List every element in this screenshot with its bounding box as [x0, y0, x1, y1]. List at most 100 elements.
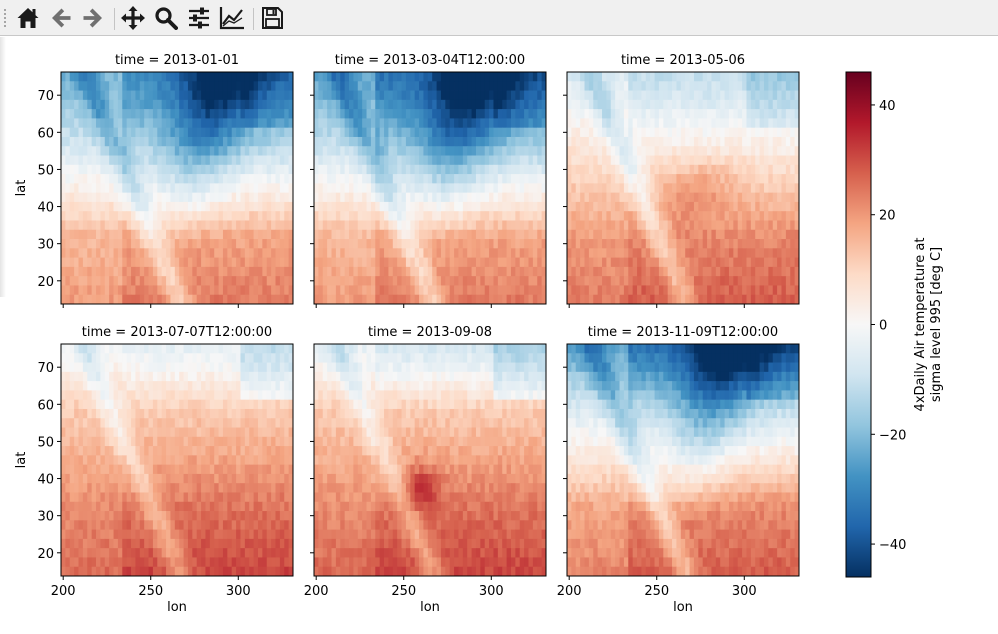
heatmap-cell: [100, 473, 106, 484]
heatmap-cell: [742, 164, 747, 175]
heatmap-cell: [715, 276, 721, 286]
heatmap-cell: [157, 183, 163, 194]
heatmap-cell: [214, 164, 219, 175]
heatmap-cell: [515, 127, 521, 138]
facet-panel[interactable]: time = 2013-03-04T12:00:00: [310, 53, 547, 308]
home-button[interactable]: [13, 3, 43, 33]
heatmap-cell: [288, 492, 294, 503]
heatmap-cell: [685, 220, 690, 231]
heatmap-cell: [436, 266, 442, 277]
heatmap-cell: [244, 220, 250, 231]
heatmap-cell: [284, 155, 290, 166]
heatmap-cell: [157, 492, 163, 503]
heatmap-cell: [750, 118, 756, 129]
heatmap-cell: [201, 427, 206, 438]
heatmap-cell: [144, 285, 149, 296]
heatmap-cell: [746, 257, 752, 268]
heatmap-cell: [240, 446, 246, 456]
heatmap-cell: [610, 136, 616, 147]
heatmap-cell: [161, 501, 167, 512]
heatmap-cell: [69, 146, 75, 156]
heatmap-cell: [249, 464, 255, 475]
heatmap-cell: [750, 201, 756, 212]
heatmap-cell: [135, 118, 141, 129]
heatmap-cell: [414, 174, 420, 184]
facet-panel[interactable]: time = 2013-07-07T12:00:0020304050607020…: [14, 325, 294, 615]
subplots-button[interactable]: [184, 3, 214, 33]
heatmap-cell: [519, 276, 525, 286]
heatmap-cell: [131, 155, 136, 166]
heatmap-cell: [742, 248, 747, 258]
heatmap-cell: [628, 294, 634, 305]
heatmap-cell: [113, 118, 119, 129]
heatmap-cell: [87, 436, 93, 447]
heatmap-cell: [318, 257, 324, 268]
zoom-button[interactable]: [151, 3, 181, 33]
heatmap-cell: [170, 155, 176, 166]
heatmap-cell: [253, 344, 259, 354]
facet-panel[interactable]: time = 2013-05-06: [563, 53, 800, 308]
heatmap-cell: [685, 155, 690, 166]
forward-button[interactable]: [78, 3, 108, 33]
heatmap-cell: [541, 164, 547, 175]
y-tick-label: 30: [37, 238, 54, 253]
heatmap-cell: [96, 483, 101, 493]
heatmap-cell: [693, 201, 699, 212]
heatmap-cell: [746, 72, 752, 82]
heatmap-cell: [122, 192, 128, 203]
heatmap-cell: [179, 164, 184, 175]
heatmap-cell: [65, 266, 71, 277]
heatmap-cell: [427, 211, 433, 221]
heatmap-cell: [532, 192, 538, 203]
heatmap-cell: [458, 127, 464, 138]
heatmap-cell: [489, 183, 494, 194]
heatmap-cell: [449, 127, 455, 138]
heatmap-cell: [768, 285, 774, 296]
heatmap-cell: [440, 146, 446, 156]
heatmap-cell: [588, 257, 594, 268]
heatmap-cell: [275, 248, 281, 258]
heatmap-cell: [763, 248, 769, 258]
heatmap-cell: [397, 127, 402, 138]
heatmap-cell: [623, 266, 629, 277]
heatmap-cell: [61, 294, 66, 305]
heatmap-cell: [610, 211, 616, 221]
heatmap-cell: [410, 118, 416, 129]
heatmap-cell: [497, 220, 503, 231]
heatmap-cell: [87, 455, 93, 466]
heatmap-cell: [575, 257, 581, 268]
heatmap-cell: [405, 118, 411, 129]
heatmap-cell: [174, 211, 180, 221]
heatmap-cell: [209, 362, 215, 373]
heatmap-cell: [249, 174, 255, 184]
heatmap-cell: [785, 174, 791, 184]
heatmap-cell: [366, 239, 372, 249]
heatmap-cell: [580, 257, 585, 268]
heatmap-cell: [759, 109, 765, 119]
heatmap-cell: [440, 229, 446, 240]
heatmap-cell: [785, 90, 791, 101]
heatmap-cell: [244, 136, 250, 147]
back-button[interactable]: [46, 3, 76, 33]
heatmap-cell: [69, 390, 75, 401]
customize-button[interactable]: [217, 3, 247, 33]
heatmap-cell: [667, 211, 673, 221]
heatmap-cell: [209, 501, 215, 512]
save-button[interactable]: [257, 3, 287, 33]
toolbar-grip[interactable]: [3, 8, 7, 28]
heatmap-cell: [571, 127, 577, 138]
heatmap-cell: [284, 239, 290, 249]
heatmap-cell: [288, 118, 294, 129]
heatmap-cell: [667, 201, 673, 212]
heatmap-cell: [117, 72, 123, 82]
heatmap-cell: [135, 353, 141, 363]
heatmap-cell: [209, 220, 215, 231]
heatmap-cell: [623, 155, 629, 166]
heatmap-cell: [314, 109, 319, 119]
heatmap-cell: [166, 473, 171, 484]
pan-button[interactable]: [118, 3, 148, 33]
heatmap-cell: [335, 285, 341, 296]
heatmap-cell: [750, 183, 756, 194]
